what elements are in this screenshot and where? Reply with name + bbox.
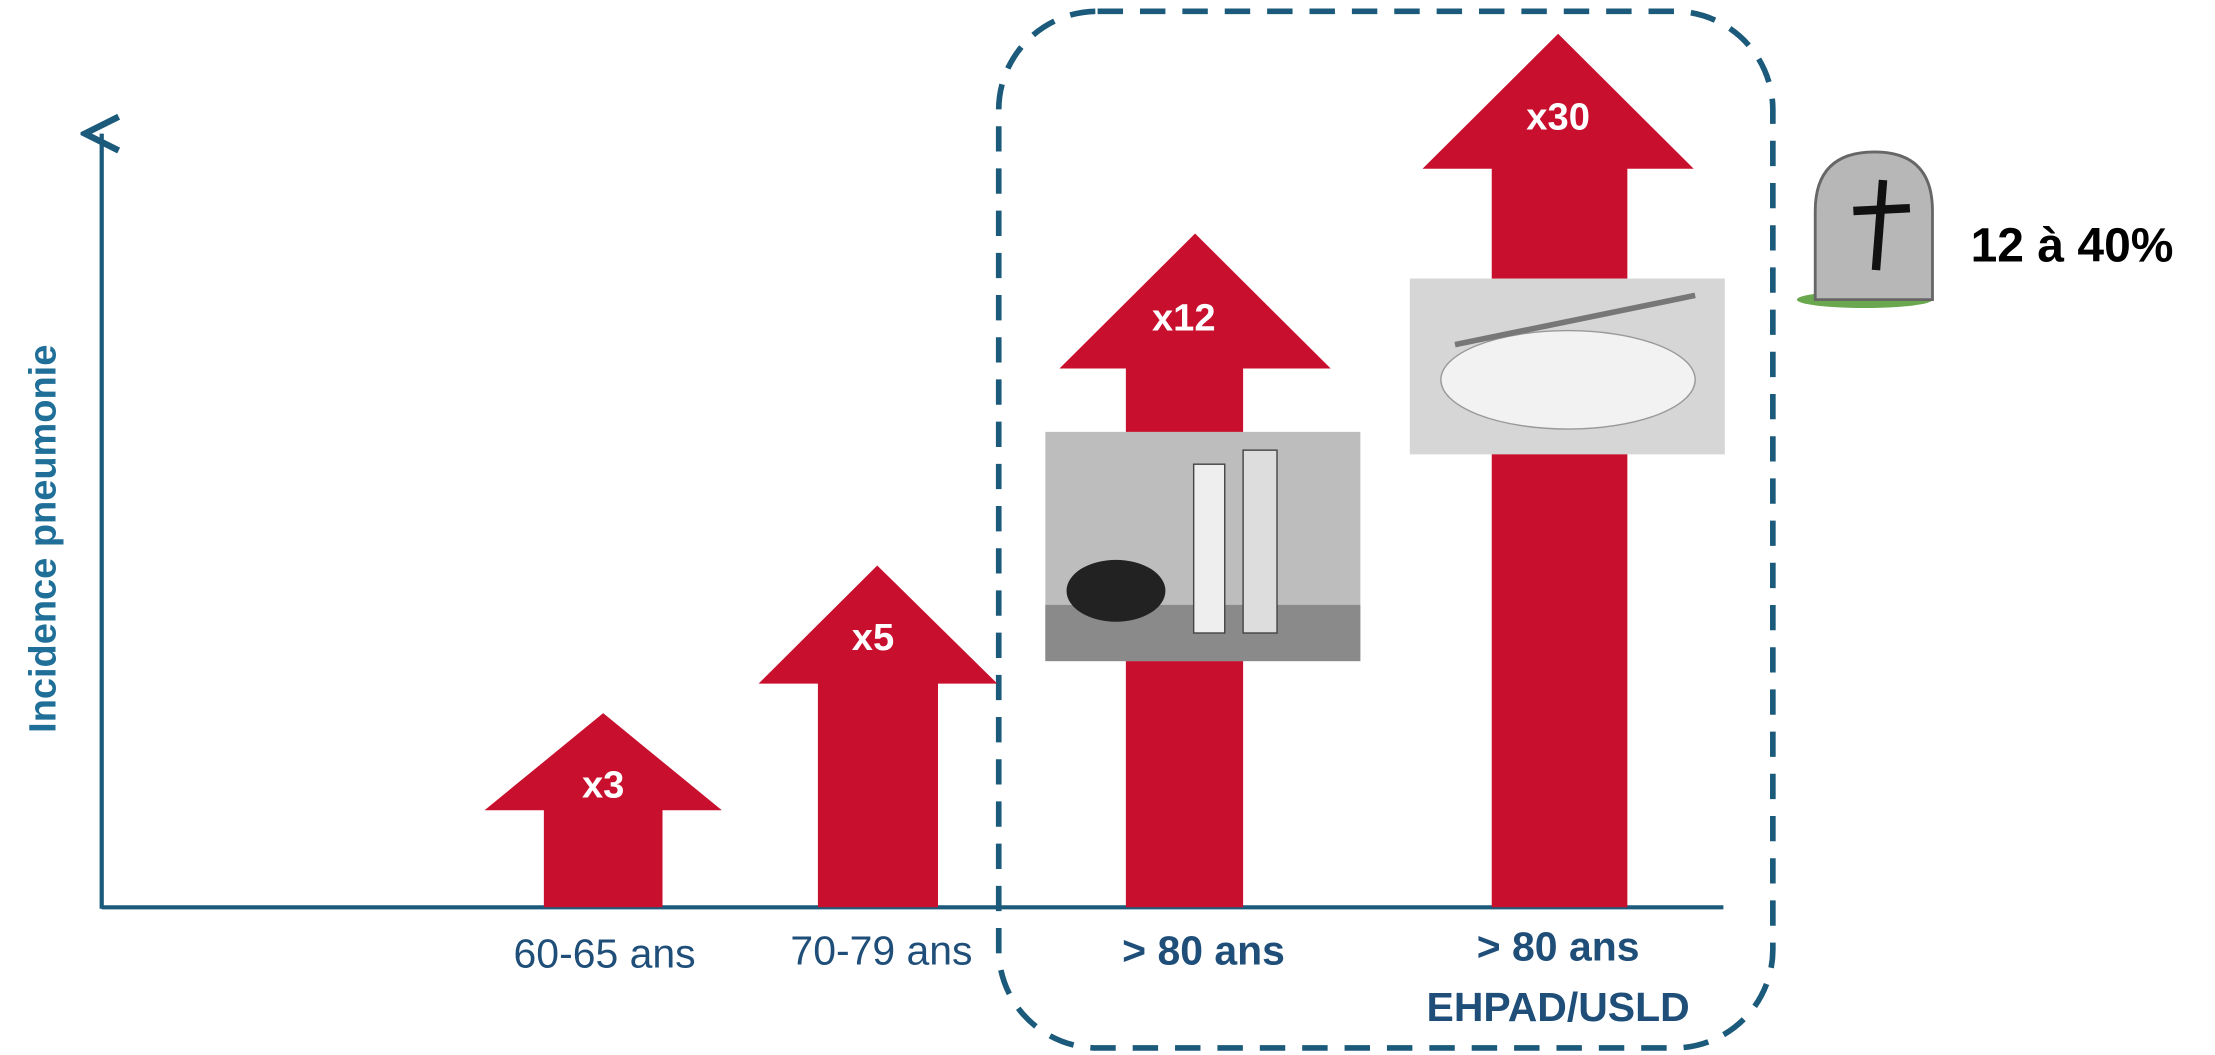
tombstone-icon: [1796, 150, 1934, 309]
multiplier: x5: [852, 617, 894, 659]
mortality-label: 12 à 40%: [1971, 220, 2174, 273]
category-label: EHPAD/USLD: [1427, 984, 1690, 1030]
multiplier: x12: [1152, 298, 1216, 340]
multiplier: x30: [1526, 97, 1590, 139]
photo-elderly-walking: [1045, 431, 1361, 662]
y-axis-label: Incidence pneumonie: [22, 345, 64, 733]
category-label: > 80 ans: [1477, 923, 1640, 969]
arrow: [1422, 33, 1694, 908]
category-label: 60-65 ans: [514, 930, 696, 976]
arrow: [484, 713, 722, 908]
photo-bedridden: [1409, 278, 1725, 455]
category-label: 70-79 ans: [790, 928, 972, 974]
highlight-frame: [995, 8, 1776, 1051]
multiplier: x3: [582, 765, 624, 807]
arrow: [758, 565, 998, 908]
category-label: > 80 ans: [1122, 928, 1285, 974]
